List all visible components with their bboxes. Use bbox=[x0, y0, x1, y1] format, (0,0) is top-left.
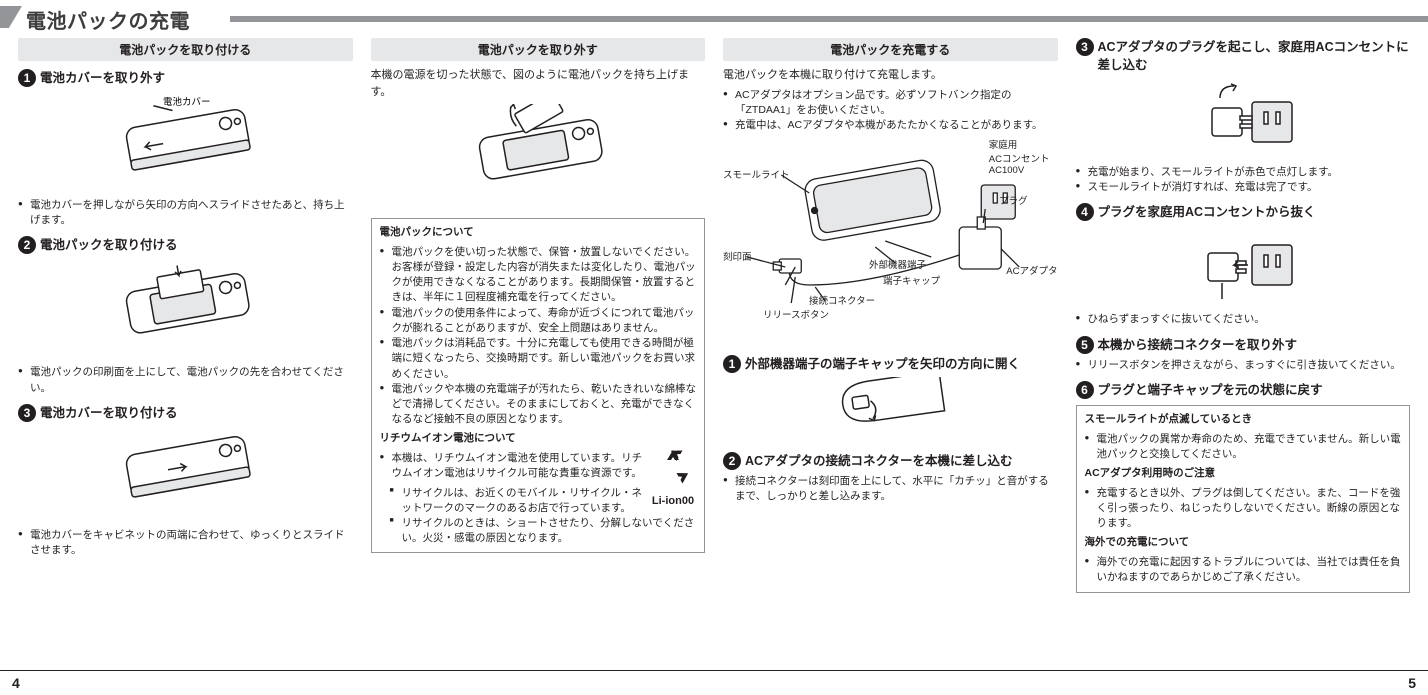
bullet: 電池カバーをキャビネットの両端に合わせて、ゆっくりとスライドさせます。 bbox=[18, 528, 353, 558]
step-number: 2 bbox=[18, 236, 36, 254]
diag-label-ext-port: 外部機器端子 bbox=[869, 257, 926, 271]
column-1: 電池パックを取り付ける 1 電池カバーを取り外す 電池カバー 電池 bbox=[18, 38, 353, 593]
step-title: プラグと端子キャップを元の状態に戻す bbox=[1098, 381, 1323, 399]
sub-bullet: リサイクルのときは、ショートさせたり、分解しないでください。火災・感電の原因とな… bbox=[390, 516, 697, 546]
diag-label-cap: 端子キャップ bbox=[883, 273, 940, 287]
column-4: 3 ACアダプタのプラグを起こし、家庭用ACコンセントに差し込む 充電が始まり、… bbox=[1076, 38, 1411, 593]
step-number: 5 bbox=[1076, 336, 1094, 354]
bullet: 充電するとき以外、プラグは倒してください。また、コードを強く引っ張ったり、ねじっ… bbox=[1085, 486, 1402, 532]
diag-label-stamp: 刻印面 bbox=[723, 249, 752, 263]
bullet: 電池パックの異常か寿命のため、充電できていません。新しい電池パックと交換してくだ… bbox=[1085, 432, 1402, 462]
box-title: 電池パックについて bbox=[380, 225, 697, 241]
step-title: プラグを家庭用ACコンセントから抜く bbox=[1098, 203, 1316, 221]
bullet: ひねらずまっすぐに抜いてください。 bbox=[1076, 312, 1411, 327]
box-title: ACアダプタ利用時のご注意 bbox=[1085, 466, 1402, 482]
step-number: 3 bbox=[1076, 38, 1094, 56]
page-title: 電池パックの充電 bbox=[26, 5, 190, 34]
bullet: 充電が始まり、スモールライトが赤色で点灯します。 bbox=[1076, 165, 1411, 180]
step-number: 6 bbox=[1076, 381, 1094, 399]
box-title: リチウムイオン電池について bbox=[380, 431, 697, 447]
page-title-bar: 電池パックの充電 bbox=[0, 6, 1428, 30]
column-3: 電池パックを充電する 電池パックを本機に取り付けて充電します。 ACアダプタはオ… bbox=[723, 38, 1058, 593]
step-title: ACアダプタの接続コネクターを本機に差し込む bbox=[745, 452, 1013, 470]
bullet: ACアダプタはオプション品です。必ずソフトバンク指定の「ZTDAA1」をお使いく… bbox=[723, 88, 1058, 118]
title-accent bbox=[0, 6, 22, 28]
figure-open-cap bbox=[723, 377, 1058, 444]
step-title: 電池パックを取り付ける bbox=[40, 236, 178, 254]
diag-label-light: スモールライト bbox=[723, 167, 790, 181]
footer-rule bbox=[0, 670, 1428, 671]
col2-lead: 本機の電源を切った状態で、図のように電池パックを持ち上げます。 bbox=[371, 67, 706, 100]
diag-label-plug: プラグ bbox=[999, 193, 1028, 207]
fig-label-cover: 電池カバー bbox=[163, 96, 211, 108]
column-2: 電池パックを取り外す 本機の電源を切った状態で、図のように電池パックを持ち上げま… bbox=[371, 38, 706, 593]
step-number: 1 bbox=[723, 355, 741, 373]
diag-label-adapter: ACアダプタ bbox=[1006, 263, 1057, 277]
figure-unplug bbox=[1076, 225, 1411, 308]
bullet: 電池パックの印刷面を上にして、電池パックの先を合わせてください。 bbox=[18, 365, 353, 395]
bullet: 電池パックや本機の充電端子が汚れたら、乾いたきれいな綿棒などで清掃してください。… bbox=[380, 382, 697, 428]
bullet: 電池カバーを押しながら矢印の方向へスライドさせたあと、持ち上げます。 bbox=[18, 198, 353, 228]
step-number: 1 bbox=[18, 69, 36, 87]
diag-label-connector: 接続コネクター bbox=[809, 293, 875, 307]
bullet: 充電中は、ACアダプタや本機があたたかくなることがあります。 bbox=[723, 118, 1058, 133]
col3-heading: 電池パックを充電する bbox=[723, 38, 1058, 61]
bullet: リリースボタンを押さえながら、まっすぐに引き抜いてください。 bbox=[1076, 358, 1411, 373]
step-title: ACアダプタのプラグを起こし、家庭用ACコンセントに差し込む bbox=[1098, 38, 1411, 74]
figure-charging-diagram: 家庭用 ACコンセント AC100V スモールライト プラグ 刻印面 外部機器端… bbox=[723, 137, 1058, 347]
charging-notes-box: スモールライトが点滅しているとき 電池パックの異常か寿命のため、充電できていませ… bbox=[1076, 405, 1411, 593]
figure-lift-battery bbox=[371, 104, 706, 212]
bullet: スモールライトが消灯すれば、充電は完了です。 bbox=[1076, 180, 1411, 195]
bullet: 電池パックの使用条件によって、寿命が近づくにつれて電池パックが膨れることがありま… bbox=[380, 306, 697, 336]
step-number: 3 bbox=[18, 404, 36, 422]
battery-info-box: 電池パックについて 電池パックを使い切った状態で、保管・放置しないでください。お… bbox=[371, 218, 706, 553]
step-number: 4 bbox=[1076, 203, 1094, 221]
title-rule bbox=[230, 16, 1428, 22]
figure-insert-battery bbox=[18, 258, 353, 361]
sub-bullet: リサイクルは、お近くのモバイル・リサイクル・ネットワークのマークのあるお店で行っ… bbox=[390, 486, 697, 516]
box-title: 海外での充電について bbox=[1085, 535, 1402, 551]
diag-label-outlet: 家庭用 ACコンセント AC100V bbox=[989, 137, 1050, 176]
col1-heading: 電池パックを取り付ける bbox=[18, 38, 353, 61]
bullet: 海外での充電に起因するトラブルについては、当社では責任を負いかねますのであらかじ… bbox=[1085, 555, 1402, 585]
bullet: 接続コネクターは刻印面を上にして、水平に「カチッ」と音がするまで、しっかりと差し… bbox=[723, 474, 1058, 504]
step-title: 電池カバーを取り外す bbox=[40, 69, 165, 87]
col3-lead: 電池パックを本機に取り付けて充電します。 bbox=[723, 67, 1058, 84]
figure-remove-cover: 電池カバー bbox=[18, 91, 353, 194]
box-title: スモールライトが点滅しているとき bbox=[1085, 412, 1402, 428]
step-title: 外部機器端子の端子キャップを矢印の方向に開く bbox=[745, 355, 1020, 373]
step-number: 2 bbox=[723, 452, 741, 470]
col2-heading: 電池パックを取り外す bbox=[371, 38, 706, 61]
figure-plug-in bbox=[1076, 78, 1411, 161]
step-title: 本機から接続コネクターを取り外す bbox=[1098, 336, 1298, 354]
diag-label-release: リリースボタン bbox=[763, 307, 829, 321]
step-title: 電池カバーを取り付ける bbox=[40, 404, 178, 422]
bullet: 電池パックは消耗品です。十分に充電しても使用できる時間が極端に短くなったら、交換… bbox=[380, 336, 697, 382]
bullet: 電池パックを使い切った状態で、保管・放置しないでください。お客様が登録・設定した… bbox=[380, 245, 697, 306]
bullet: 本機は、リチウムイオン電池を使用しています。リチウムイオン電池はリサイクル可能な… bbox=[380, 451, 697, 481]
figure-attach-cover bbox=[18, 426, 353, 524]
